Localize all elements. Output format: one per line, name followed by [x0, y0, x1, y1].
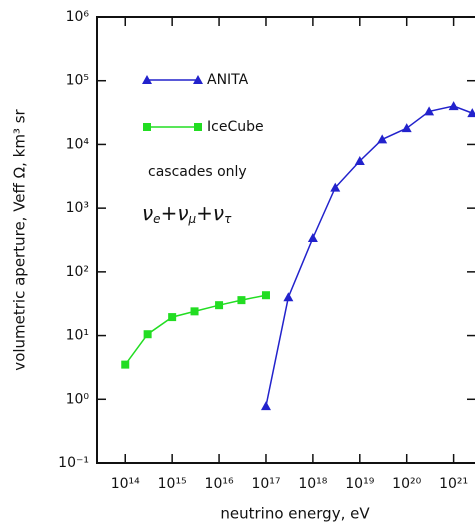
x-tick-label: 10¹⁷ — [251, 476, 280, 492]
data-point — [377, 134, 388, 144]
data-point — [143, 330, 152, 339]
annotation: νe+νμ+ντ — [142, 201, 232, 226]
plot-frame — [96, 16, 475, 464]
series-line — [265, 105, 473, 407]
x-tick-label: 10¹⁴ — [111, 476, 140, 492]
y-tick-label: 10⁶ — [66, 9, 90, 25]
series-line — [124, 294, 267, 366]
data-point — [283, 292, 294, 302]
x-tick-label: 10¹⁸ — [298, 476, 327, 492]
data-point — [190, 307, 199, 316]
data-point — [261, 291, 270, 300]
data-point — [121, 360, 130, 369]
data-point — [448, 101, 459, 111]
legend-marker — [143, 123, 151, 131]
y-tick-label: 10¹ — [66, 328, 89, 344]
legend-label: IceCube — [207, 119, 264, 135]
y-tick-label: 10³ — [66, 200, 89, 216]
y-tick-label: 10⁵ — [66, 73, 89, 89]
x-tick-label: 10²⁰ — [392, 476, 421, 492]
annotation-part: +ν — [161, 201, 189, 225]
y-tick-label: 10⁻¹ — [58, 455, 89, 471]
y-tick-label: 10⁰ — [66, 391, 90, 407]
annotation: cascades only — [148, 164, 247, 180]
annotation-part: μ — [188, 212, 197, 226]
legend-marker — [194, 123, 202, 131]
legend-marker — [142, 75, 152, 84]
y-axis-label: volumetric aperture, Veff Ω, km³ sr — [11, 108, 29, 370]
data-point — [354, 155, 365, 165]
x-axis-label: neutrino energy, eV — [220, 505, 370, 523]
data-point — [215, 301, 224, 310]
x-tick-label: 10¹⁵ — [158, 476, 187, 492]
annotation-part: +ν — [196, 201, 224, 225]
annotation-part: ν — [142, 201, 153, 225]
x-tick-label: 10¹⁹ — [345, 476, 374, 492]
data-point — [260, 401, 271, 411]
data-point — [330, 182, 341, 192]
y-tick-label: 10² — [66, 264, 89, 280]
legend-marker — [193, 75, 203, 84]
data-point — [307, 232, 318, 242]
x-tick-label: 10¹⁶ — [205, 476, 234, 492]
data-point — [401, 123, 412, 133]
data-point — [168, 313, 177, 322]
annotation-part: τ — [224, 212, 232, 226]
data-point — [424, 106, 435, 116]
x-tick-label: 10²¹ — [439, 476, 468, 492]
data-point — [237, 296, 246, 305]
y-tick-label: 10⁴ — [66, 136, 90, 152]
annotation-part: e — [153, 212, 160, 226]
data-point — [467, 108, 475, 118]
legend-label: ANITA — [207, 72, 249, 88]
